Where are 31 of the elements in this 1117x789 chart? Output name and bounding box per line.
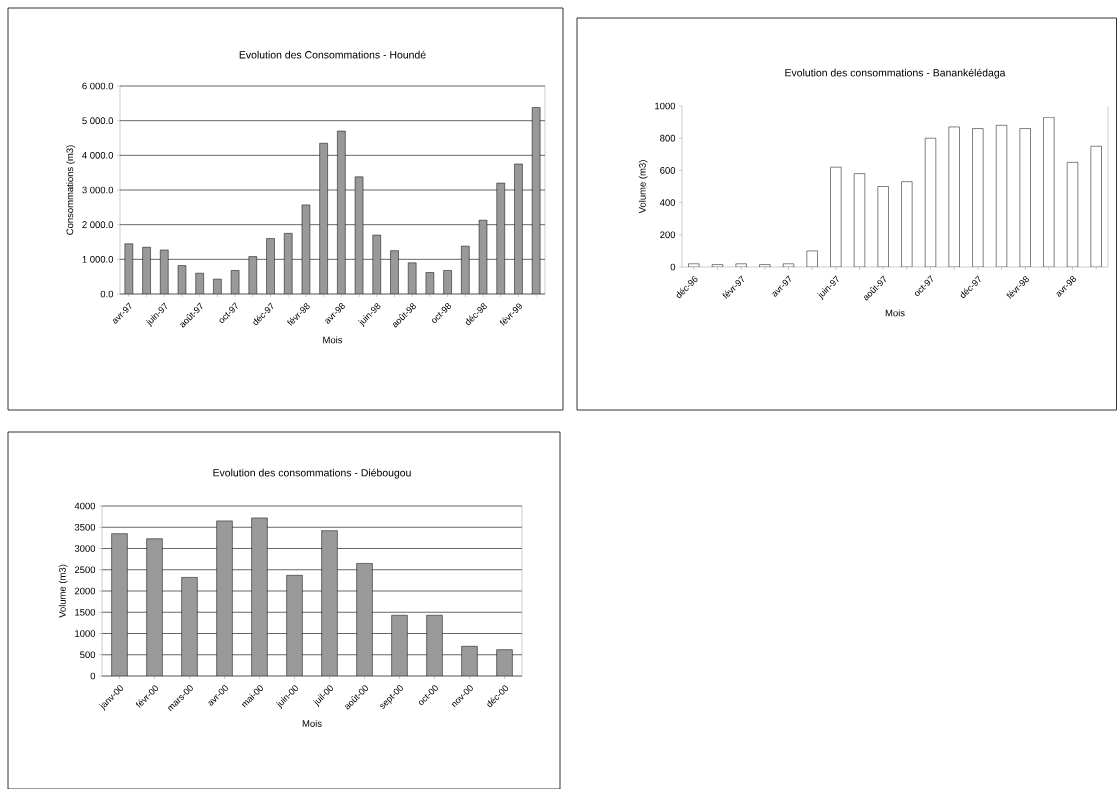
chart-title: Evolution des Consommations - Houndé	[239, 50, 426, 59]
y-tick-label: 6 000.0	[82, 82, 114, 90]
y-tick-label: 800	[660, 134, 676, 142]
y-tick-label: 3500	[74, 523, 96, 531]
y-tick-label: 1 000.0	[82, 255, 114, 263]
x-axis-title: Mois	[323, 336, 343, 344]
y-tick-label: 3000	[74, 545, 96, 552]
y-tick-label: 1000	[655, 102, 676, 110]
y-tick-label: 0	[90, 672, 96, 680]
y-tick-label: 200	[660, 231, 676, 239]
y-tick-label: 0	[670, 263, 676, 271]
x-axis-title: Mois	[885, 309, 905, 317]
y-tick-label: 0.0	[100, 290, 114, 298]
y-axis-title: Consommations (m3)	[66, 145, 76, 235]
chart-title: Evolution des consommations - Banankélédaga	[785, 68, 1006, 79]
y-tick-label: 2 000.0	[82, 221, 114, 229]
x-axis-title: Mois	[302, 719, 322, 727]
y-axis-title: Volume (m3)	[58, 564, 68, 618]
y-tick-label: 4 000.0	[82, 151, 114, 159]
y-tick-label: 3 000.0	[82, 186, 114, 194]
y-tick-label: 1000	[75, 630, 96, 637]
y-tick-label: 4000	[74, 502, 96, 510]
y-tick-label: 1500	[75, 608, 96, 616]
y-tick-label: 2500	[74, 566, 96, 574]
y-tick-label: 5 000.0	[82, 117, 114, 125]
y-tick-label: 2000	[74, 587, 96, 595]
y-tick-label: 400	[659, 199, 676, 206]
y-axis-title: Volume (m3)	[638, 160, 648, 214]
y-tick-label: 500	[80, 651, 96, 659]
chart-title: Evolution des consommations - Diébougou	[213, 468, 411, 479]
y-tick-label: 600	[660, 167, 676, 174]
